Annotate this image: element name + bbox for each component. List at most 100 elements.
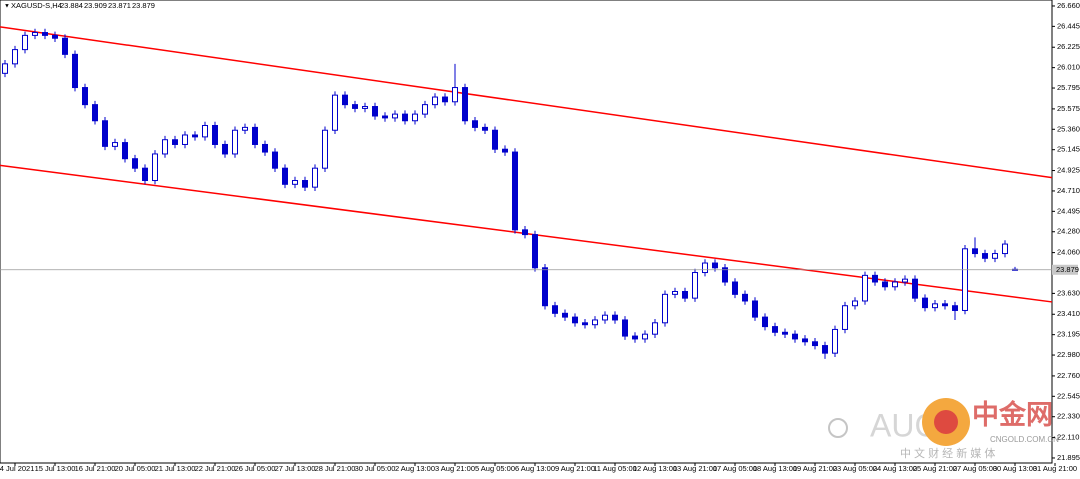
candle-body <box>302 180 308 188</box>
candle-body <box>832 328 838 354</box>
candle-body <box>622 319 628 337</box>
header-low: 23.871 <box>108 1 131 10</box>
candle-body <box>582 322 588 326</box>
x-tick-label: 14 Jul 2021 <box>0 464 34 473</box>
x-tick-label: 9 Aug 21:00 <box>555 464 595 473</box>
candle-body <box>122 142 128 160</box>
candle-body <box>722 267 728 283</box>
candle-body <box>952 305 958 311</box>
candle-body <box>702 262 708 274</box>
candle-body <box>32 32 38 36</box>
candle-body <box>272 151 278 169</box>
x-tick-label: 18 Aug 13:00 <box>753 464 797 473</box>
x-tick-label: 25 Aug 21:00 <box>913 464 957 473</box>
candle-body <box>732 281 738 295</box>
candle-body <box>352 104 358 109</box>
candle-body <box>862 274 868 302</box>
candle-body <box>652 322 658 335</box>
candle-body <box>312 167 318 188</box>
candle-body <box>762 316 768 328</box>
candle-body <box>422 104 428 115</box>
candle-body <box>222 143 228 155</box>
y-tick-label: 26.225 <box>1057 42 1080 51</box>
candle-body <box>632 335 638 340</box>
y-tick-label: 25.145 <box>1057 145 1080 154</box>
logo <box>934 410 958 434</box>
x-tick-label: 30 Aug 13:00 <box>993 464 1037 473</box>
candle-body <box>872 274 878 283</box>
candle-body <box>382 115 388 119</box>
candle-body <box>812 341 818 347</box>
y-tick-label: 24.495 <box>1057 206 1080 215</box>
y-tick-label: 23.410 <box>1057 309 1080 318</box>
y-tick-label: 21.895 <box>1057 453 1080 462</box>
candle-body <box>772 326 778 333</box>
candle-body <box>612 314 618 321</box>
candle-body <box>522 229 528 236</box>
candle-body <box>432 96 438 106</box>
candle-body <box>982 253 988 259</box>
candle-body <box>162 139 168 155</box>
x-tick-label: 24 Aug 13:00 <box>873 464 917 473</box>
candle-body <box>482 126 488 131</box>
watermark-tagline: 中 文 财 经 新 媒 体 <box>900 446 995 460</box>
x-tick-label: 31 Aug 21:00 <box>1033 464 1077 473</box>
candle-body <box>782 331 788 335</box>
candle-body <box>992 253 998 259</box>
x-tick-label: 28 Jul 21:00 <box>315 464 356 473</box>
candle-body <box>332 94 338 131</box>
candle-body <box>852 300 858 307</box>
x-tick-label: 13 Aug 21:00 <box>673 464 717 473</box>
x-tick-label: 19 Aug 21:00 <box>793 464 837 473</box>
y-tick-label: 25.795 <box>1057 83 1080 92</box>
candle-body <box>842 305 848 330</box>
x-tick-label: 6 Aug 13:00 <box>515 464 555 473</box>
candle-body <box>252 126 258 145</box>
candle-body <box>462 87 468 122</box>
candle-body <box>1002 243 1008 255</box>
x-tick-label: 20 Jul 05:00 <box>115 464 156 473</box>
y-tick-label: 24.925 <box>1057 166 1080 175</box>
candle-body <box>372 106 378 117</box>
candle-body <box>62 37 68 55</box>
candle-body <box>802 338 808 343</box>
candle-body <box>442 96 448 103</box>
candle-body <box>212 124 218 145</box>
candle-body <box>472 120 478 128</box>
candle-body <box>892 281 898 288</box>
candle-body <box>22 34 28 51</box>
candle-body <box>902 278 908 283</box>
candle-body <box>792 333 798 340</box>
x-tick-label: 12 Aug 13:00 <box>633 464 677 473</box>
x-tick-label: 16 Jul 21:00 <box>75 464 116 473</box>
candle-body <box>242 126 248 131</box>
x-tick-label: 3 Aug 21:00 <box>435 464 475 473</box>
x-tick-label: 5 Aug 05:00 <box>475 464 515 473</box>
y-tick-label: 22.545 <box>1057 391 1080 400</box>
candle-body <box>972 248 978 255</box>
candle-body <box>742 293 748 302</box>
candle-body <box>92 104 98 122</box>
candle-body <box>502 148 508 153</box>
price-label: 23.879 <box>1056 265 1079 274</box>
candle-body <box>362 106 368 109</box>
candle-body <box>142 167 148 182</box>
y-tick-label: 24.710 <box>1057 186 1080 195</box>
candle-body <box>392 113 398 119</box>
candle-body <box>882 281 888 288</box>
wechat-icon <box>828 418 848 438</box>
candle-body <box>112 142 118 147</box>
candle-body <box>262 143 268 153</box>
candle-body <box>412 113 418 122</box>
candle-body <box>72 53 78 89</box>
candle-body <box>452 87 458 103</box>
candle-body <box>232 129 238 155</box>
candle-body <box>2 63 8 74</box>
candle-body <box>402 113 408 122</box>
watermark-site: CNGOLD.COM.CN <box>990 435 1059 444</box>
candle-body <box>572 316 578 324</box>
candle-body <box>592 319 598 326</box>
candle-body <box>912 278 918 299</box>
y-tick-label: 24.280 <box>1057 227 1080 236</box>
